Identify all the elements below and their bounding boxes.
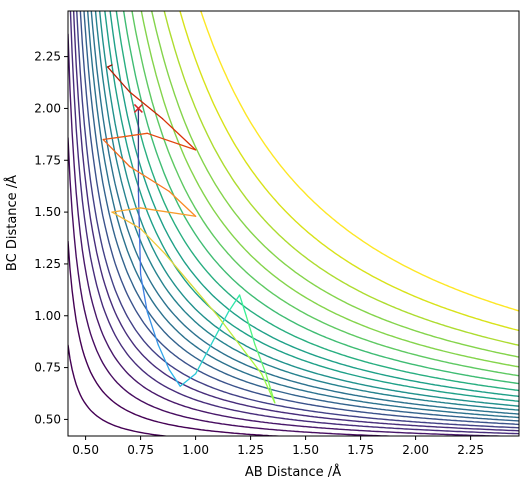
contour-line — [83, 11, 519, 422]
x-tick-label: 1.50 — [292, 443, 319, 457]
trajectory-segment — [139, 228, 166, 255]
contour-line — [179, 11, 519, 332]
y-tick-label: 1.75 — [34, 153, 61, 167]
x-axis-ticks: 0.50 0.75 1.00 1.25 1.50 1.75 2.00 2.25 — [72, 436, 484, 457]
x-tick-label: 1.00 — [182, 443, 209, 457]
trajectory-segment — [128, 91, 164, 120]
trajectory-segment — [260, 373, 276, 404]
trajectory-segment — [111, 207, 142, 213]
contour-line — [90, 11, 519, 415]
trajectory-segment — [146, 310, 159, 346]
contour-line — [163, 11, 519, 346]
contour-line — [68, 137, 405, 436]
trajectory-segment — [106, 66, 131, 93]
y-axis-title: BC Distance /Å — [4, 175, 20, 271]
y-tick-label: 1.00 — [34, 309, 61, 323]
plot-background — [68, 11, 519, 436]
trajectory-segment — [146, 132, 197, 151]
trajectory-segment — [157, 344, 170, 371]
contour-line — [151, 11, 519, 358]
contour-line — [98, 11, 519, 407]
contour-line — [140, 11, 519, 368]
y-tick-label: 0.50 — [34, 412, 61, 426]
contour-line — [94, 11, 519, 411]
y-tick-label: 1.25 — [34, 257, 61, 271]
trajectory-segment — [238, 344, 263, 375]
x-tick-label: 2.00 — [402, 443, 429, 457]
plot-frame — [67, 10, 520, 437]
trajectory-segment — [245, 315, 256, 346]
trajectory-segment — [139, 273, 148, 313]
contour-line — [68, 241, 288, 436]
y-tick-label: 0.75 — [34, 361, 61, 375]
start-point-marker — [133, 103, 143, 113]
trajectory-segment — [128, 165, 170, 193]
trajectory-segment — [194, 339, 214, 375]
x-tick-label: 0.75 — [127, 443, 154, 457]
contour-line — [68, 344, 172, 436]
trajectory-path — [102, 64, 276, 404]
trajectory-segment — [138, 232, 142, 275]
trajectory-segment — [190, 284, 219, 317]
trajectory-segment — [212, 310, 230, 342]
contour-line — [122, 11, 519, 385]
contour-line — [109, 11, 519, 398]
trajectory-segment — [168, 369, 181, 387]
x-tick-label: 1.75 — [347, 443, 374, 457]
trajectory-segment — [102, 132, 148, 141]
trajectory-segment — [106, 64, 113, 68]
contour-line — [115, 11, 519, 392]
y-tick-label: 1.50 — [34, 205, 61, 219]
contour-lines — [68, 11, 519, 436]
x-tick-label: 1.25 — [237, 443, 264, 457]
trajectory-segment — [137, 190, 141, 234]
x-axis-title: AB Distance /Å — [245, 464, 341, 480]
contour-line — [72, 11, 519, 432]
trajectory-segment — [216, 315, 241, 346]
contour-line — [200, 11, 519, 312]
y-tick-label: 2.00 — [34, 101, 61, 115]
contour-line — [104, 11, 519, 402]
trajectory-segment — [111, 211, 142, 230]
trajectory-segment — [227, 294, 241, 313]
trajectory-segment — [139, 207, 197, 217]
trajectory-segment — [164, 252, 192, 286]
contour-line — [131, 11, 519, 377]
trajectory-segment — [265, 373, 276, 404]
trajectory-segment — [161, 118, 197, 151]
trajectory-segment — [168, 190, 197, 217]
y-tick-label: 2.25 — [34, 50, 61, 64]
x-tick-label: 2.25 — [457, 443, 484, 457]
contour-line — [69, 11, 519, 435]
contour-line — [79, 11, 519, 426]
contour-line — [68, 33, 519, 436]
trajectory-segment — [102, 138, 131, 168]
trajectory-segment — [254, 344, 267, 375]
y-axis-ticks: 0.50 0.75 1.00 1.25 1.50 1.75 2.00 2.25 — [34, 50, 68, 426]
trajectory-segment — [179, 373, 197, 387]
x-tick-label: 0.50 — [72, 443, 99, 457]
trajectory-segment — [238, 294, 247, 317]
contour-line — [86, 11, 519, 419]
start-marker-stroke — [133, 103, 143, 113]
contour-line — [76, 11, 519, 429]
